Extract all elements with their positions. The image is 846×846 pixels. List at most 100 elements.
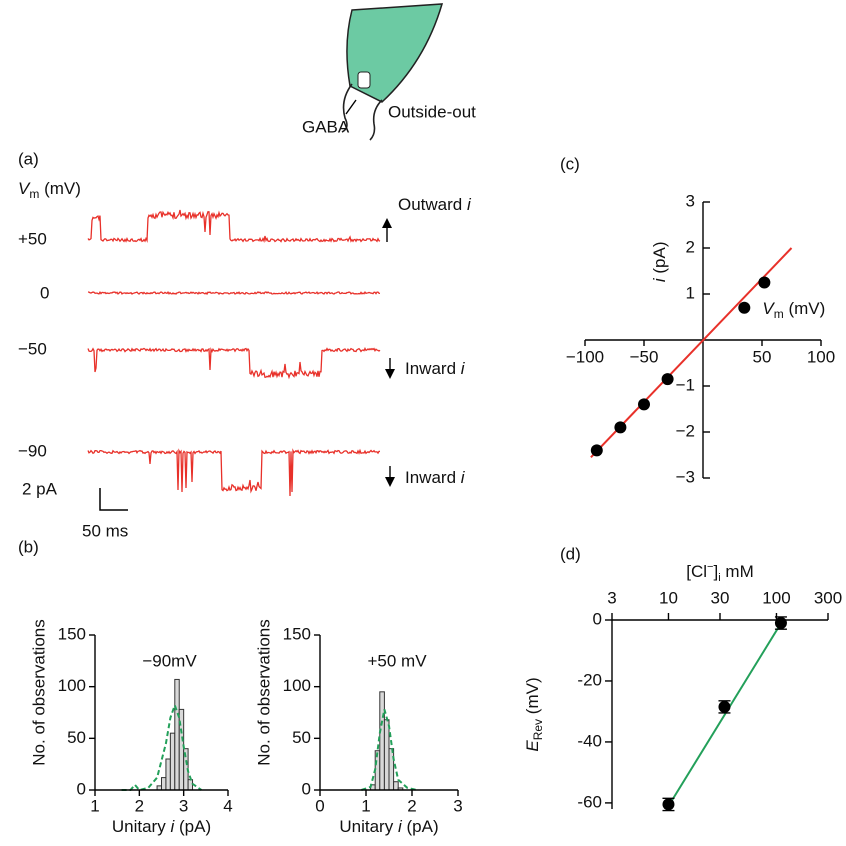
- x-tick-label: 4: [223, 796, 232, 815]
- x-tick-label: −100: [566, 347, 604, 366]
- bar: [161, 777, 167, 791]
- diagram-label: Outside-out: [388, 102, 476, 121]
- direction-part: i: [461, 359, 466, 378]
- x-axis-label-part: (pA): [179, 817, 211, 836]
- y-tick-label: 50: [67, 728, 86, 747]
- x-tick-label: 100: [762, 588, 790, 607]
- arrow-head: [385, 369, 395, 379]
- x-axis-label-part: i: [718, 572, 720, 584]
- bar: [379, 691, 385, 791]
- x-tick-label: −50: [630, 347, 659, 366]
- x-axis-label-part: m: [774, 307, 784, 321]
- y-tick-label: -60: [577, 792, 602, 811]
- y-tick-label: 150: [58, 624, 86, 643]
- x-axis-label-part: (pA): [406, 817, 438, 836]
- data-point: [661, 373, 674, 386]
- x-tick-label: 50: [753, 347, 772, 366]
- bar: [169, 732, 176, 791]
- x-tick-label: 3: [453, 796, 462, 815]
- y-tick-label: 2: [686, 237, 695, 256]
- pointer: [345, 99, 357, 115]
- axis-label-part: m: [29, 187, 39, 201]
- patch-diagram: [341, 3, 444, 141]
- fit-line: [361, 709, 417, 791]
- data-point: [758, 276, 771, 289]
- axis-label: Vm (mV): [18, 179, 81, 203]
- direction-part: i: [467, 195, 472, 214]
- scale-bar: [99, 488, 128, 511]
- membrane: [369, 99, 383, 141]
- x-axis-label-part: Unitary: [112, 817, 166, 836]
- current-traces: [87, 209, 381, 497]
- y-tick-label: 0: [77, 779, 86, 798]
- y-axis-label: No. of observations: [254, 619, 273, 765]
- arrow-head: [382, 218, 392, 228]
- bar: [187, 779, 194, 791]
- x-tick-label: 1: [361, 796, 370, 815]
- direction-part: Outward: [398, 195, 462, 214]
- data-point: [774, 617, 787, 630]
- y-axis-label: No. of observations: [29, 619, 48, 765]
- diagram-label: GABA: [302, 117, 350, 136]
- panel-label: (a): [18, 149, 39, 168]
- data-point: [738, 301, 751, 314]
- x-axis-label-part: V: [762, 299, 775, 318]
- y-tick-label: 50: [292, 728, 311, 747]
- y-axis-label-part: i: [650, 277, 669, 282]
- annotation: −90mV: [142, 651, 197, 670]
- y-tick-label: -40: [577, 731, 602, 750]
- x-axis-label-part: mM: [725, 562, 753, 581]
- arrow-head: [385, 477, 395, 487]
- receptor: [357, 71, 371, 89]
- direction-label: Outward i: [398, 195, 472, 214]
- voltage-label: −90: [18, 441, 47, 460]
- fit-line: [121, 702, 202, 792]
- voltage-label: −50: [18, 339, 47, 358]
- x-axis-label: Unitary i (pA): [339, 817, 438, 836]
- direction-label: Inward i: [405, 359, 466, 378]
- direction-part: i: [461, 468, 466, 487]
- x-axis-label-part: (mV): [788, 299, 825, 318]
- x-tick-label: 300: [814, 588, 842, 607]
- x-axis-label: Unitary i (pA): [112, 817, 211, 836]
- y-tick-label: 0: [302, 779, 311, 798]
- x-axis-label: Vm (mV): [762, 299, 825, 323]
- x-tick-label: 1: [90, 796, 99, 815]
- voltage-label: 0: [40, 283, 49, 302]
- pipette: [346, 3, 444, 103]
- scale-bar-label: 2 pA: [22, 479, 58, 498]
- y-tick-label: 150: [283, 624, 311, 643]
- membrane: [341, 83, 353, 133]
- x-tick-label: 2: [407, 796, 416, 815]
- x-axis-label-part: i: [398, 817, 403, 836]
- x-tick-label: 3: [179, 796, 188, 815]
- current-trace: [87, 448, 380, 497]
- x-tick-label: 30: [711, 588, 730, 607]
- current-trace: [87, 209, 381, 244]
- y-axis-label-part: E: [523, 740, 542, 752]
- y-tick-label: 100: [58, 676, 86, 695]
- data-point: [718, 700, 731, 713]
- data-point: [614, 421, 627, 434]
- x-tick-label: 3: [607, 588, 616, 607]
- y-axis-label-part: Rev: [531, 719, 545, 740]
- bar: [383, 719, 390, 791]
- current-trace: [87, 290, 381, 296]
- data-point: [590, 444, 603, 457]
- axis-label-part: V: [18, 179, 31, 198]
- direction-label: Inward i: [405, 468, 466, 487]
- y-tick-label: 3: [686, 191, 695, 210]
- y-tick-label: −2: [676, 421, 695, 440]
- annotation: +50 mV: [367, 651, 427, 670]
- data-point: [662, 798, 675, 811]
- panel-label: (c): [560, 154, 580, 173]
- axis-label-part: (mV): [44, 179, 81, 198]
- panel-label: (d): [560, 544, 581, 563]
- x-tick-label: 2: [135, 796, 144, 815]
- direction-part: Inward: [405, 468, 456, 487]
- y-tick-label: 100: [283, 676, 311, 695]
- bar: [165, 758, 171, 791]
- y-tick-label: −1: [676, 375, 695, 394]
